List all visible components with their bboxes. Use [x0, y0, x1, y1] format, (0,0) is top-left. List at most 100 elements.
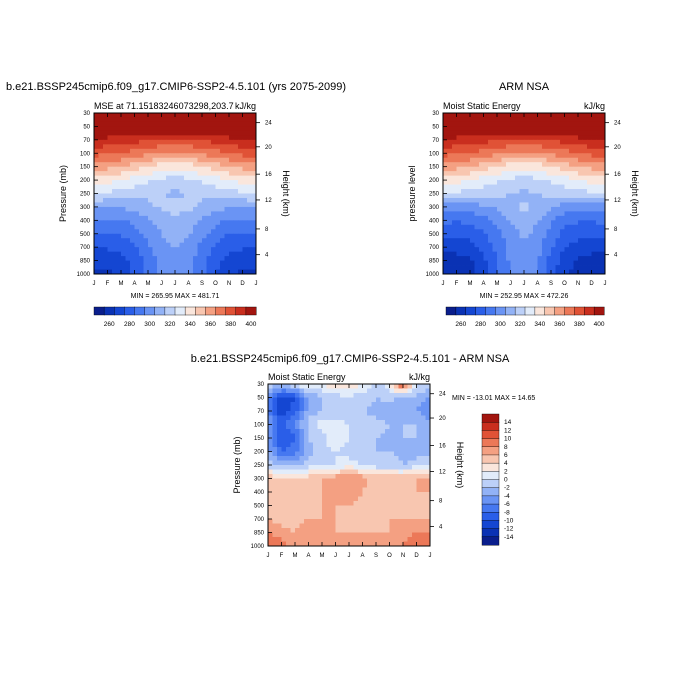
contour-cell	[524, 113, 529, 118]
contour-cell	[143, 269, 149, 275]
contour-cell	[358, 442, 363, 448]
contour-cell	[134, 148, 140, 154]
contour-cell	[139, 193, 144, 199]
contour-cell	[184, 139, 189, 145]
contour-cell	[456, 211, 462, 217]
contour-cell	[479, 153, 484, 159]
contour-cell	[295, 541, 300, 547]
contour-cell	[578, 162, 583, 168]
contour-cell	[116, 184, 122, 190]
contour-cell	[425, 460, 431, 466]
contour-cell	[340, 451, 345, 457]
contour-cell	[385, 483, 390, 488]
contour-cell	[412, 402, 417, 407]
contour-cell	[506, 202, 511, 208]
contour-cell	[166, 117, 171, 123]
contour-cell	[573, 260, 579, 266]
contour-cell	[376, 487, 381, 493]
contour-cell	[425, 465, 431, 470]
contour-cell	[407, 519, 413, 524]
colorbar-box	[481, 512, 500, 521]
contour-cell	[220, 126, 225, 132]
contour-cell	[394, 510, 399, 515]
contour-cell	[202, 135, 207, 141]
contour-cell	[247, 220, 252, 226]
contour-cell	[447, 148, 453, 154]
contour-cell	[233, 256, 239, 261]
contour-cell	[299, 424, 305, 430]
contour-cell	[465, 184, 471, 190]
contour-cell	[184, 229, 189, 235]
contour-cell	[175, 184, 180, 190]
contour-cell	[582, 180, 588, 185]
contour-cell	[358, 406, 363, 412]
contour-cell	[421, 496, 426, 502]
contour-cell	[587, 256, 592, 261]
contour-cell	[157, 126, 162, 132]
contour-cell	[510, 130, 516, 136]
contour-cell	[295, 415, 300, 421]
contour-cell	[286, 460, 291, 466]
contour-cell	[474, 206, 480, 212]
contour-cell	[358, 501, 363, 506]
contour-cell	[143, 153, 149, 159]
contour-cell	[304, 442, 309, 448]
contour-cell	[125, 229, 131, 235]
contour-cell	[573, 197, 579, 203]
contour-cell	[233, 229, 239, 235]
contour-cell	[344, 406, 350, 412]
contour-cell	[421, 447, 426, 452]
contour-cell	[474, 166, 480, 172]
contour-cell	[416, 528, 422, 533]
contour-cell	[224, 130, 230, 136]
contour-cell	[220, 269, 225, 275]
contour-cell	[98, 126, 104, 132]
contour-cell	[403, 447, 408, 452]
contour-cell	[403, 411, 408, 416]
contour-cell	[116, 215, 122, 221]
contour-cell	[197, 260, 203, 266]
contour-cell	[331, 429, 336, 434]
contour-cell	[515, 121, 520, 127]
contour-cell	[542, 157, 547, 163]
contour-cell	[407, 447, 413, 452]
contour-cell	[515, 265, 520, 270]
contour-cell	[148, 269, 153, 275]
contour-cell	[295, 523, 300, 529]
contour-cell	[398, 496, 404, 502]
contour-cell	[107, 220, 113, 226]
contour-cell	[281, 429, 287, 434]
contour-cell	[295, 456, 300, 461]
contour-cell	[188, 224, 194, 230]
contour-cell	[452, 171, 457, 177]
contour-cell	[452, 180, 457, 185]
contour-cell	[596, 144, 601, 150]
contour-cell	[152, 148, 158, 154]
contour-cell	[510, 206, 516, 212]
contour-cell	[94, 135, 99, 141]
contour-cell	[380, 465, 386, 470]
contour-cell	[407, 478, 413, 484]
contour-cell	[367, 537, 372, 542]
contour-cell	[474, 117, 480, 123]
contour-cell	[600, 269, 606, 275]
contour-cell	[533, 260, 538, 266]
contour-cell	[197, 189, 203, 194]
contour-cell	[555, 202, 561, 208]
contour-cell	[497, 157, 502, 163]
contour-cell	[268, 537, 273, 542]
contour-cell	[362, 465, 368, 470]
contour-cell	[121, 162, 126, 168]
contour-cell	[130, 139, 135, 145]
contour-cell	[564, 269, 570, 275]
contour-cell	[385, 384, 390, 389]
contour-cell	[542, 180, 547, 185]
contour-cell	[394, 478, 399, 484]
colorbar-label: 400	[594, 321, 605, 328]
contour-cell	[349, 442, 354, 448]
contour-cell	[94, 126, 99, 132]
contour-cell	[220, 233, 225, 239]
contour-cell	[344, 451, 350, 457]
contour-cell	[103, 193, 108, 199]
contour-cell	[125, 126, 131, 132]
